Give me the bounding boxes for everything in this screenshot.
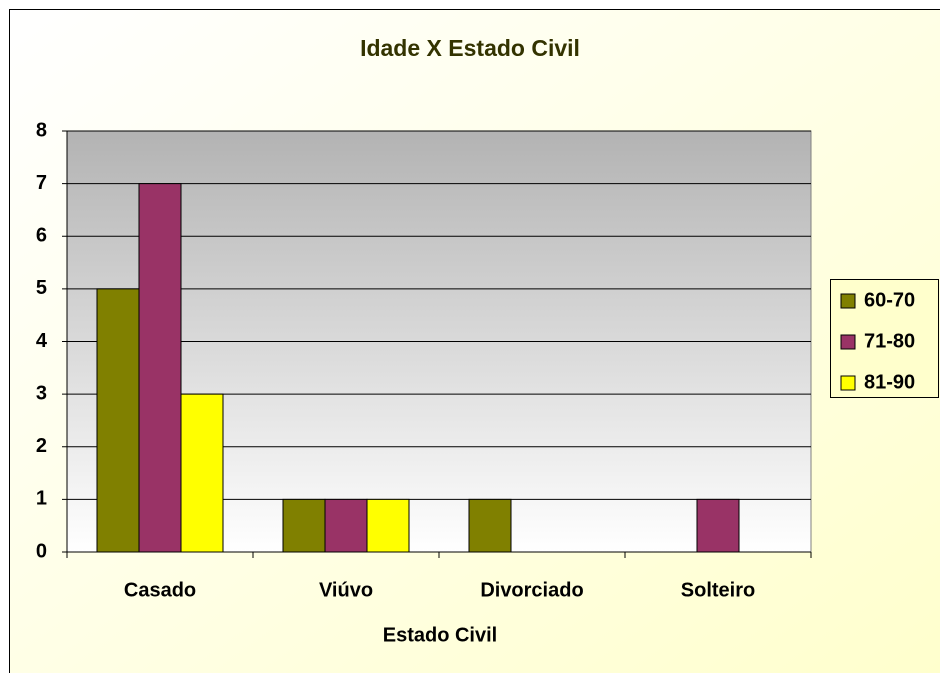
x-tick-label: Viúvo	[319, 579, 373, 601]
y-tick-label: 4	[36, 330, 48, 352]
x-tick-label: Casado	[124, 579, 196, 601]
legend-swatch	[840, 375, 856, 391]
legend-label: 71-80	[864, 330, 915, 352]
x-tick-label: Divorciado	[480, 579, 583, 601]
legend-label: 60-70	[864, 289, 915, 311]
y-tick-label: 6	[36, 225, 47, 247]
bar	[180, 393, 224, 553]
bar	[696, 498, 740, 553]
bar	[324, 498, 368, 553]
legend-swatch	[840, 334, 856, 350]
x-tick-label: Solteiro	[681, 579, 755, 601]
y-tick-label: 5	[36, 277, 47, 299]
bar	[468, 498, 512, 553]
y-tick-label: 2	[36, 435, 47, 457]
bar	[366, 498, 410, 553]
y-tick-label: 7	[36, 172, 47, 194]
y-tick-label: 3	[36, 382, 47, 404]
bar	[96, 288, 140, 553]
legend-swatch	[840, 293, 856, 309]
y-tick-label: 0	[36, 540, 47, 562]
y-tick-label: 8	[36, 119, 47, 141]
y-tick-label: 1	[36, 488, 47, 510]
chart-title: Idade X Estado Civil	[360, 35, 580, 61]
legend-label: 81-90	[864, 371, 915, 393]
x-axis-label: Estado Civil	[383, 624, 497, 646]
bar	[138, 183, 182, 553]
bar	[282, 498, 326, 553]
